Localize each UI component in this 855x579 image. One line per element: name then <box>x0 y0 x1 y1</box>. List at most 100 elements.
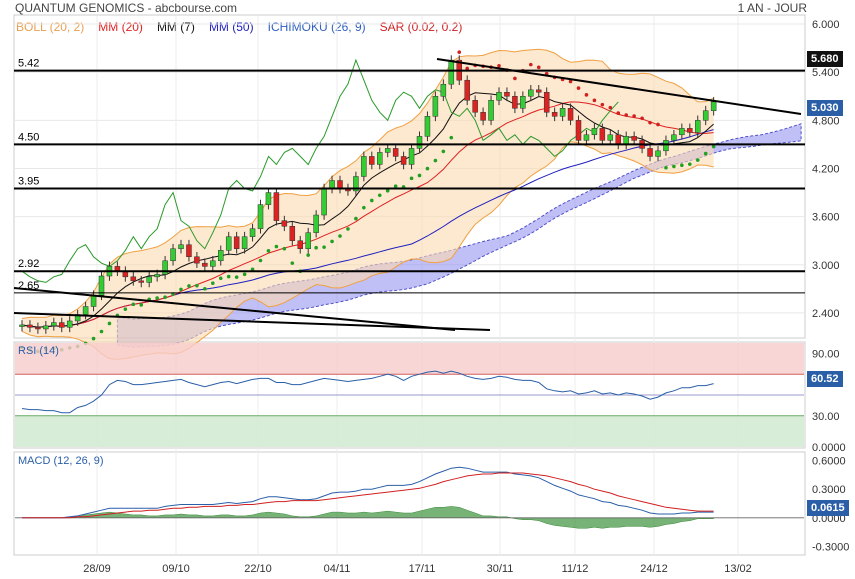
y-tick-label: 2.400 <box>812 308 840 320</box>
sar-dot <box>322 245 326 249</box>
legend-mm50[interactable]: MM (50) <box>208 20 254 34</box>
candle-body <box>305 232 311 249</box>
macd-tick-label: 0.3000 <box>812 484 846 496</box>
sar-dot <box>258 258 263 263</box>
legend-boll[interactable]: BOLL (20, 2) <box>16 20 85 34</box>
candle-body <box>241 236 248 249</box>
rsi-oversold-zone <box>15 415 804 447</box>
x-tick-label: 30/11 <box>487 563 514 575</box>
candle-body <box>146 276 152 283</box>
y-tick-label: 6.000 <box>812 19 840 31</box>
level-label: 3.95 <box>18 176 39 188</box>
candle-body <box>488 100 494 121</box>
candle-body <box>43 325 49 330</box>
candle-body <box>472 100 478 113</box>
sar-dot <box>441 149 446 154</box>
sar-dot <box>393 184 398 188</box>
sar-dot <box>306 253 311 257</box>
level-label: 2.92 <box>18 258 39 270</box>
candle-body <box>369 156 375 165</box>
candle-body <box>543 91 550 113</box>
candle-body <box>313 214 319 233</box>
sar-dot <box>497 63 501 68</box>
support-resistance-levels: 5.424.503.952.922.65 <box>14 58 805 294</box>
macd-label: MACD (12, 26, 9) <box>18 455 104 467</box>
sar-dot <box>290 261 295 265</box>
candle-body <box>178 244 184 249</box>
sar-dot <box>99 329 104 334</box>
rsi-panel-frame <box>13 341 806 449</box>
trend-line-upper <box>13 287 456 331</box>
sar-dot <box>314 245 318 250</box>
candle-body <box>154 274 160 278</box>
price-y-axis: 6.000 5.400 4.800 4.200 3.600 3.000 2.400 <box>812 19 840 320</box>
candle-body <box>377 152 383 165</box>
period-label: 1 AN - JOUR <box>737 1 807 15</box>
legend-mm20[interactable]: MM (20) <box>98 20 143 34</box>
x-tick-label: 11/12 <box>562 563 589 575</box>
sar-dot <box>163 295 167 300</box>
moving-averages <box>21 58 714 328</box>
candle-body <box>249 228 256 237</box>
candle-body <box>210 260 216 267</box>
candle-body <box>130 276 137 282</box>
sar-dot <box>433 158 438 163</box>
sar-dot <box>529 62 533 67</box>
sar-dot <box>195 283 199 288</box>
sar-dot <box>680 163 684 168</box>
sar-dot <box>203 287 207 291</box>
indicator-legend: BOLL (20, 2) MM (20) MM (7) MM (50) ICHI… <box>16 20 462 34</box>
x-tick-label: 17/11 <box>409 563 436 575</box>
sar-dot <box>600 102 605 107</box>
sar-dot <box>457 50 462 54</box>
sar-dot <box>282 246 287 251</box>
sar-dot <box>139 303 144 307</box>
sar-dot <box>568 79 573 84</box>
bollinger-fill <box>22 49 714 360</box>
y-tick-label: 3.000 <box>812 260 840 272</box>
x-axis: 28/09 09/10 22/10 04/11 17/11 30/11 11/12 24/12… <box>83 563 752 575</box>
x-tick-label: 04/11 <box>324 563 351 575</box>
sar-dot <box>330 239 334 244</box>
macd-panel-frame <box>13 451 806 556</box>
sar-dot <box>688 162 692 166</box>
y-tick-label: 3.600 <box>812 212 840 224</box>
sar-dot <box>592 98 597 103</box>
candle-body <box>655 150 661 157</box>
legend-sar[interactable]: SAR (0.02, 0.2) <box>379 20 463 34</box>
ma7-line <box>21 92 714 328</box>
candle-body <box>631 136 637 141</box>
sar-dot <box>695 158 700 162</box>
sar-dot <box>664 165 668 170</box>
rsi-tick-label: 30.00 <box>812 411 840 423</box>
sar-dot <box>370 198 374 203</box>
sar-dot <box>91 336 96 341</box>
candle-body <box>329 180 335 189</box>
sar-dot <box>385 188 390 193</box>
chart-title: QUANTUM GENOMICS - abcbourse.com <box>15 1 238 15</box>
last-price-tag: 5.030 <box>807 100 843 116</box>
sar-dot <box>155 296 159 300</box>
candle-body <box>361 156 367 177</box>
bollinger-upper <box>21 48 714 319</box>
sar-dot <box>107 321 112 326</box>
sar-dot <box>266 248 271 253</box>
candle-body <box>408 148 415 165</box>
candle-body <box>464 79 470 101</box>
candle-body <box>138 280 144 283</box>
sar-dot <box>226 274 231 279</box>
sar-dot <box>648 120 652 125</box>
candle-body <box>19 324 25 327</box>
candle-body <box>480 112 486 121</box>
legend-ichimoku[interactable]: ICHIMOKU (26, 9) <box>267 20 366 34</box>
sar-dot <box>624 113 628 117</box>
candle-body <box>218 250 224 262</box>
x-tick-label: 22/10 <box>244 563 272 575</box>
rsi-tick-label: 0.0000 <box>812 442 846 454</box>
candle-body <box>663 140 669 152</box>
candle-body <box>202 262 208 267</box>
candle-body <box>384 148 391 153</box>
candle-body <box>281 220 288 227</box>
candle-body <box>98 275 105 296</box>
candle-body <box>400 156 407 165</box>
